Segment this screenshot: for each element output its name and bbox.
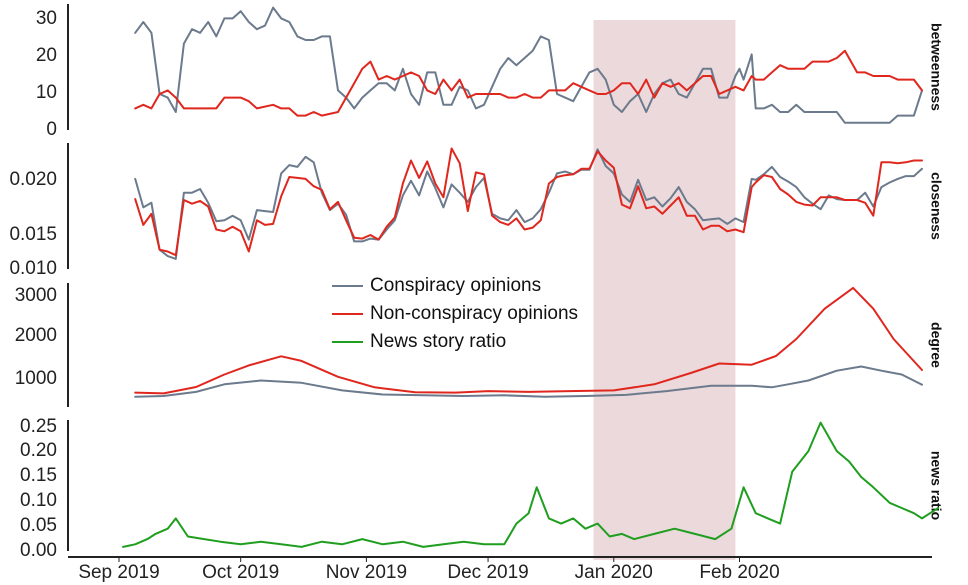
y-tick-label: 0.00 (20, 540, 57, 561)
facet-label: closeness (928, 172, 944, 240)
y-tick-label: 0.010 (9, 258, 57, 279)
facet-label: betweenness (928, 23, 944, 111)
highlight-band (593, 20, 736, 560)
y-tick-label: 0 (46, 119, 57, 140)
y-tick-label: 10 (36, 82, 57, 103)
facet-label: news ratio (928, 451, 944, 520)
x-tick-label: Feb 2020 (699, 562, 779, 583)
series-line-news (122, 421, 940, 548)
x-tick-label: Dec 2019 (447, 562, 528, 583)
series-line-non-conspiracy (134, 49, 923, 117)
x-tick-label: Jan 2020 (575, 562, 653, 583)
y-tick-label: 2000 (15, 325, 57, 346)
chart-panels: 0 10 20 30 betweenness 0.010 0.015 0.020 closene… (9, 4, 944, 561)
x-tick-label: Nov 2019 (326, 562, 407, 583)
y-tick-label: 30 (36, 8, 57, 29)
y-tick-label: 0.10 (20, 490, 57, 511)
panel-closeness: 0.010 0.015 0.020 closeness (9, 143, 944, 279)
y-tick-label: 0.15 (20, 465, 57, 486)
y-tick-label: 20 (36, 45, 57, 66)
series-line-conspiracy (134, 148, 923, 260)
x-axis: Sep 2019 Oct 2019 Nov 2019 Dec 2019 Jan 2020… (68, 556, 932, 583)
y-tick-label: 0.015 (9, 224, 57, 245)
x-tick-label: Oct 2019 (202, 562, 279, 583)
series-line-non-conspiracy (134, 147, 923, 257)
series-line-conspiracy (134, 365, 923, 398)
x-tick-label: Sep 2019 (78, 562, 159, 583)
series-line-non-conspiracy (134, 286, 923, 395)
legend: Conspiracy opinions Non-conspiracy opinio… (332, 275, 578, 352)
y-tick-label: 1000 (15, 368, 57, 389)
y-tick-label: 3000 (15, 285, 57, 306)
legend-label: News story ratio (370, 331, 506, 352)
y-tick-label: 0.05 (20, 515, 57, 536)
facet-label: degree (928, 322, 944, 368)
legend-label: Conspiracy opinions (370, 275, 541, 296)
panel-betweenness: 0 10 20 30 betweenness (36, 4, 944, 140)
y-tick-label: 0.25 (20, 416, 57, 437)
y-tick-label: 0.020 (9, 169, 57, 190)
series-line-conspiracy (134, 6, 923, 124)
y-tick-label: 0.20 (20, 440, 57, 461)
legend-label: Non-conspiracy opinions (370, 303, 578, 324)
panel-news-ratio: 0.00 0.05 0.10 0.15 0.20 0.25 news ratio (20, 416, 944, 561)
panel-degree: 1000 2000 3000 degree (15, 283, 944, 407)
